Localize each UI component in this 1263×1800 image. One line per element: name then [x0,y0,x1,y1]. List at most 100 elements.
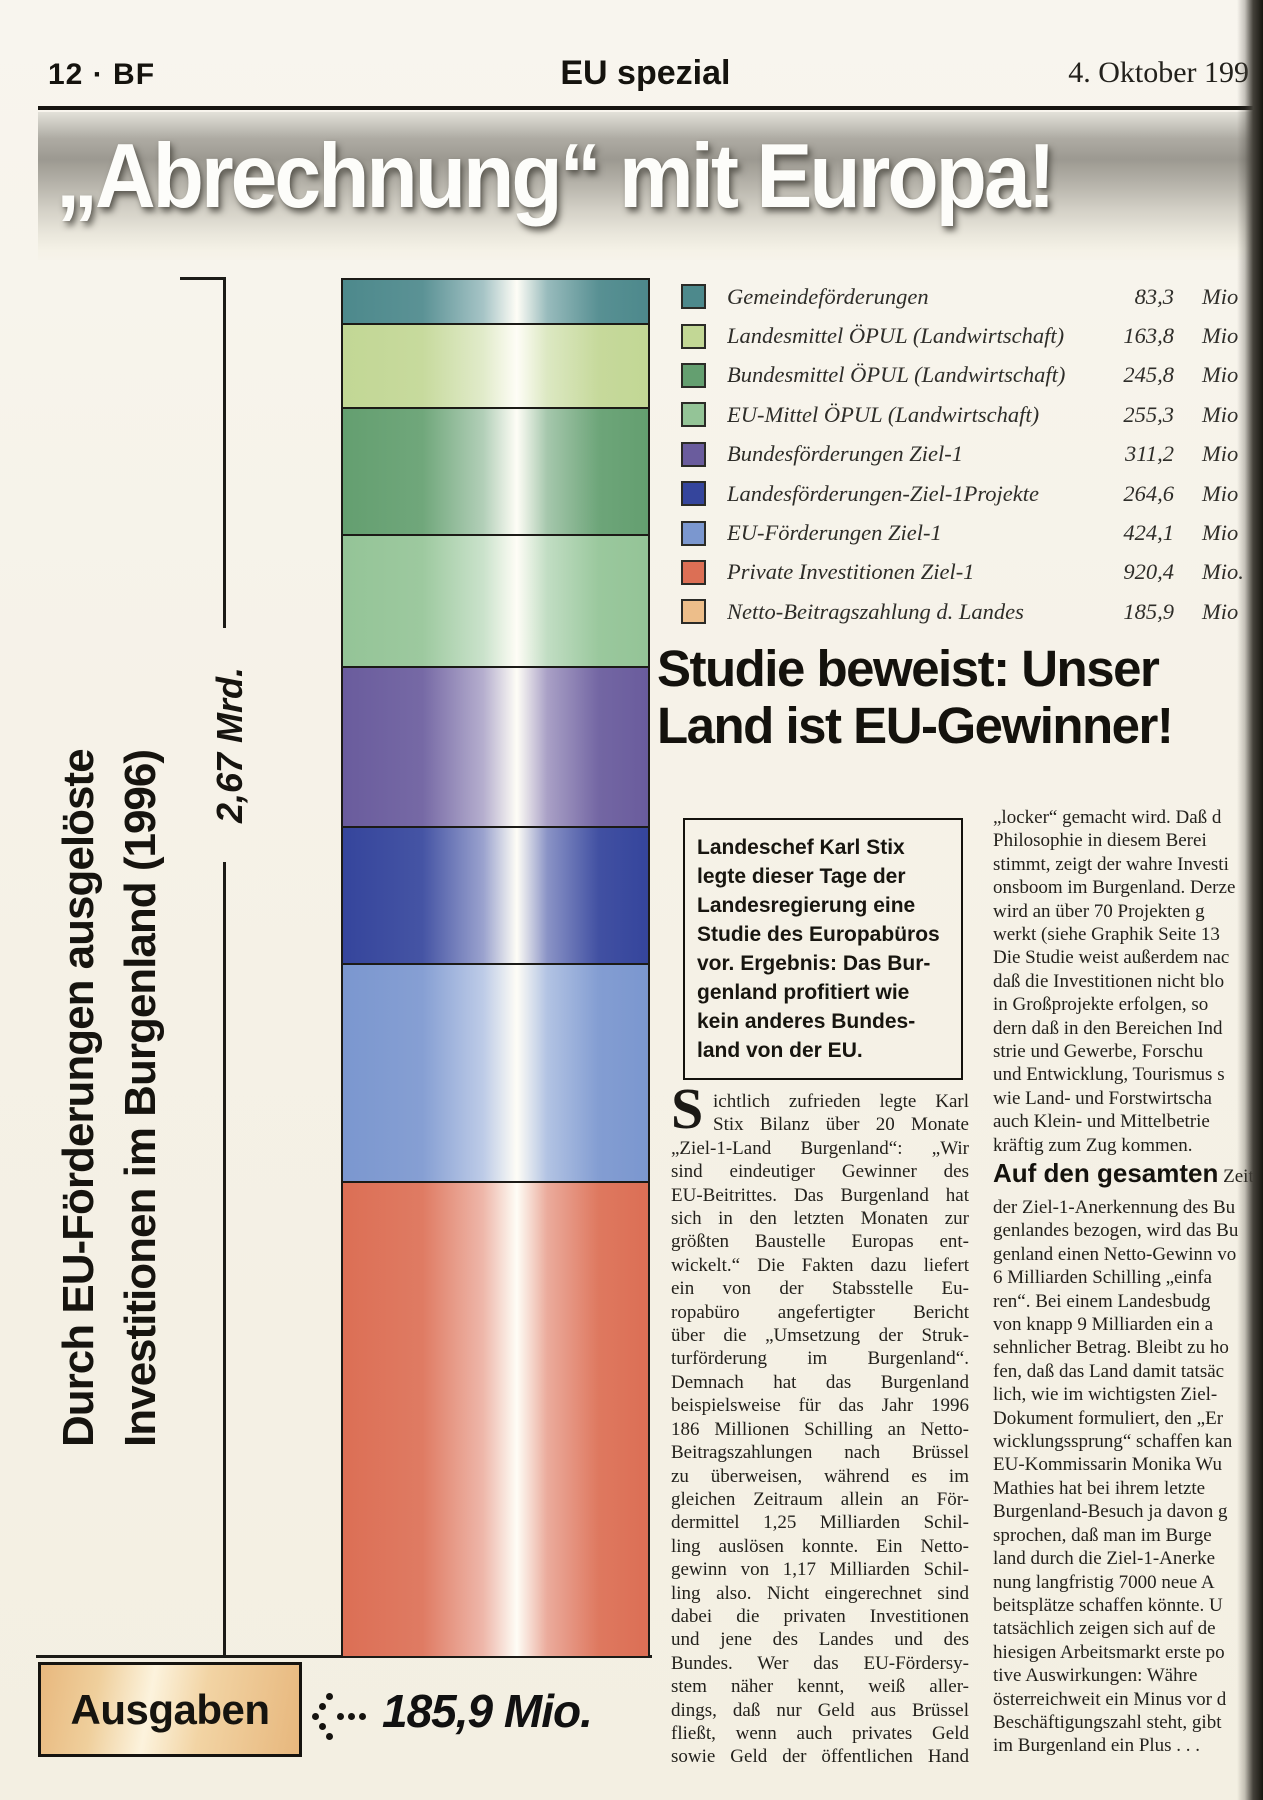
text-line: stem näher kennt, weiß aller- [671,1676,969,1698]
stacked-bar [341,278,650,1658]
text-line: genland einen Netto-Gewinn vo [993,1243,1237,1265]
subhead-bold: Auf den gesamten [993,1158,1219,1188]
legend-unit: Mio [1202,598,1239,624]
text-line: beitsplätze schaffen könnte. U [993,1594,1223,1616]
dotted-left-arrow-icon [312,1693,374,1741]
chart-legend: Gemeindeförderungen 83,3 Mio Landesmittel Ö… [681,277,1252,632]
text-line: dern daß in den Bereichen Ind [993,1017,1223,1039]
text-line: vor. Ergebnis: Das Bur- [697,952,931,975]
text-line: Mathies hat bei ihrem letzte [993,1477,1206,1499]
legend-label: Netto-Beitragszahlung d. Landes [727,598,1024,624]
text-line: dings, daß nur Geld aus Brüssel [671,1699,969,1721]
text-line: Landesregierung eine [697,894,916,917]
text-line: ren“. Bei einem Landesbudg [993,1290,1211,1312]
text-line: Dokument formuliert, den „Er [993,1407,1224,1429]
text-line: sich in den letzten Monaten zur [671,1208,969,1230]
legend-value: 424,1 [1123,520,1174,546]
text-line: der Ziel-1-Anerkennung des Bu [993,1197,1236,1218]
bar-segment [343,1181,648,1656]
section-title: EU spezial [560,54,731,92]
legend-unit: Mio. [1202,559,1244,585]
text-line: in Großprojekte erfolgen, so [993,994,1209,1016]
body-column-1: ichtlich zufrieden legte Karl Stix Bilanz… [671,1090,969,1769]
text-line: wie Land- und Forstwirtscha [993,1087,1212,1109]
text-line: ling auslösen konnte. Ein Netto- [671,1535,969,1557]
text-line: Landeschef Karl Stix [697,836,905,859]
text-line: „locker“ gemacht wird. Daß d [993,807,1222,828]
text-line: sind eindeutiger Gewinner des [671,1161,969,1183]
text-line: „Ziel-1-Land Burgenland“: „Wir [671,1137,969,1159]
legend-swatch-icon [681,599,706,625]
bar-segment [343,407,648,535]
legend-row: Landesmittel ÖPUL (Landwirtschaft) 163,8 M… [681,316,1252,355]
legend-label: Bundesförderungen Ziel-1 [727,441,964,467]
text-line: über die „Umsetzung der Struk- [671,1325,969,1347]
legend-row: Gemeindeförderungen 83,3 Mio [681,277,1252,316]
legend-label: EU-Förderungen Ziel-1 [727,520,942,546]
legend-value: 264,6 [1123,480,1174,506]
text-line: tatsächlich zeigen sich auf de [993,1618,1216,1640]
text-line: von knapp 9 Milliarden ein a [993,1314,1214,1336]
text-line: tive Auswirkungen: Währe [993,1665,1198,1687]
text-line: legte dieser Tage der [697,865,906,888]
bracket-line-upper [223,278,226,628]
text-line: nung langfristig 7000 neue A [993,1571,1215,1593]
banner-title: „Abrechnung“ mit Europa! [56,125,1056,227]
text-line: turförderung im Burgenland“. [671,1348,969,1370]
legend-row: Bundesförderungen Ziel-1 311,2 Mio [681,435,1252,474]
legend-row: EU-Förderungen Ziel-1 424,1 Mio [681,513,1252,552]
run-in-subhead: Auf den gesamten Zeitrau [993,1158,1263,1189]
legend-row: Landesförderungen-Ziel-1Projekte 264,6 Mio [681,474,1252,513]
legend-unit: Mio [1202,362,1239,388]
masthead: 12 · BF EU spezial 4. Oktober 199 [38,48,1263,110]
text-line: ropabüro angefertigter Bericht [671,1301,969,1323]
legend-unit: Mio [1202,520,1239,546]
bar-segment [343,962,648,1182]
chart-title-line2: Investitionen im Burgenland (1996) [116,749,165,1447]
legend-swatch-icon [681,520,706,546]
text-line: strie und Gewerbe, Forschu [993,1041,1204,1063]
text-line: EU-Beitrittes. Das Burgenland hat [671,1184,969,1206]
legend-label: Landesmittel ÖPUL (Landwirtschaft) [727,323,1065,349]
legend-row: EU-Mittel ÖPUL (Landwirtschaft) 255,3 Mio [681,395,1252,434]
legend-label: EU-Mittel ÖPUL (Landwirtschaft) [727,401,1040,427]
text-line: sehnlicher Betrag. Bleibt zu ho [993,1337,1229,1359]
legend-label: Bundesmittel ÖPUL (Landwirtschaft) [727,362,1066,388]
bracket-top-tick [180,277,226,280]
text-line: Stix Bilanz über 20 Monate [713,1114,969,1136]
legend-swatch-icon [681,362,706,388]
legend-swatch-icon [681,323,706,349]
text-line: 186 Millionen Schilling an Netto- [671,1418,969,1440]
text-line: ichtlich zufrieden legte Karl [713,1091,969,1112]
bracket-line-lower [223,862,226,1657]
text-line: daß die Investitionen nicht blo [993,970,1225,992]
bar-segment [343,322,648,408]
text-line: fließt, wenn auch privates Geld [671,1722,969,1744]
legend-unit: Mio [1202,283,1239,309]
legend-unit: Mio [1202,323,1239,349]
bar-segment [343,534,648,666]
text-line: genland profitiert wie [697,981,910,1004]
text-line: land durch die Ziel-1-Anerke [993,1548,1216,1570]
text-line: und Entwicklung, Tourismus s [993,1064,1225,1086]
text-line: wird an über 70 Projekten g [993,900,1205,922]
text-line: ling also. Nicht eingerechnet sind [671,1582,969,1604]
drop-cap: S [671,1076,704,1141]
text-line: dabei die privaten Investitionen [671,1605,969,1627]
text-line: Beschäftigungszahl steht, gibt [993,1711,1222,1733]
article-headline: Studie beweist: Unser Land ist EU-Gewinn… [657,640,1174,754]
legend-unit: Mio [1202,441,1239,467]
text-line: und jene des Landes und des [671,1629,969,1651]
issue-date: 4. Oktober 199 [1068,56,1249,89]
legend-value: 185,9 [1123,598,1174,624]
legend-value: 255,3 [1123,401,1174,427]
headline-line2: Land ist EU-Gewinner! [657,697,1174,754]
legend-row: Netto-Beitragszahlung d. Landes 185,9 Mio [681,592,1252,631]
bar-segment [343,665,648,827]
legend-swatch-icon [681,402,706,428]
legend-value: 83,3 [1134,283,1174,309]
text-line: Philosophie in diesem Berei [993,830,1207,852]
text-line: dermittel 1,25 Milliarden Schil- [671,1512,969,1534]
chart-title-line1: Durch EU-Förderungen ausgelöste [54,749,103,1447]
